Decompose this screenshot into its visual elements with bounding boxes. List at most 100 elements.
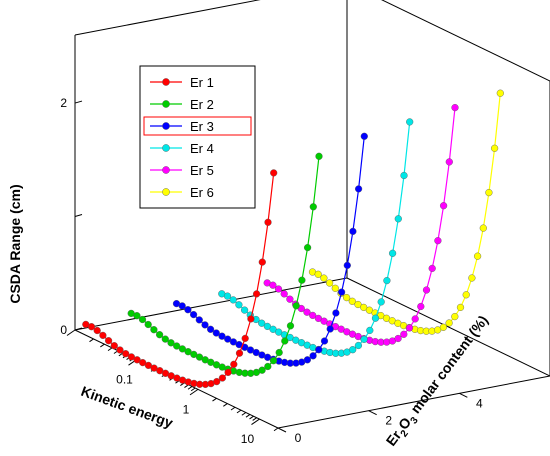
x-minor-tick <box>236 409 242 414</box>
depth-tick-label: 2 <box>385 414 392 428</box>
data-point <box>451 103 459 112</box>
data-point <box>104 337 113 345</box>
axis-frame <box>74 0 550 429</box>
x-tick-label: 0.1 <box>116 373 133 387</box>
data-point <box>195 316 203 324</box>
legend-item: Er 2 <box>150 97 214 112</box>
z-tick <box>74 327 83 331</box>
data-point <box>315 346 323 354</box>
x-minor-tick <box>187 386 193 390</box>
depth-tick <box>277 427 287 433</box>
series-layer <box>82 89 504 389</box>
data-point <box>456 303 465 312</box>
legend-marker <box>162 188 170 196</box>
data-point <box>99 331 107 340</box>
x-minor-tick <box>212 397 217 402</box>
data-point <box>377 298 385 306</box>
data-point <box>400 171 408 180</box>
legend-marker <box>162 100 170 108</box>
data-point <box>230 360 238 368</box>
series-6 <box>308 89 504 335</box>
data-point <box>127 353 135 361</box>
data-point <box>343 261 351 270</box>
data-point <box>462 291 470 299</box>
data-point <box>309 311 317 320</box>
data-point <box>286 295 294 303</box>
x-minor-tick <box>89 338 94 343</box>
data-point <box>235 301 243 309</box>
depth-tick-label: 4 <box>476 396 483 410</box>
data-point <box>332 309 340 317</box>
data-point <box>138 315 147 324</box>
data-point <box>360 132 368 140</box>
x-tick-label: 10 <box>241 432 255 446</box>
data-point <box>389 249 397 257</box>
data-point <box>434 237 442 245</box>
x-minor-tick <box>245 414 251 418</box>
data-point <box>315 152 323 160</box>
data-point <box>320 337 329 345</box>
data-point <box>122 350 130 358</box>
depth-tick <box>368 410 377 416</box>
data-point <box>235 349 244 357</box>
data-point <box>223 292 232 300</box>
data-point <box>338 288 346 296</box>
data-point <box>383 277 391 285</box>
data-point <box>275 348 283 357</box>
legend-box <box>139 65 256 209</box>
data-point <box>371 314 380 322</box>
data-point <box>178 302 186 310</box>
data-point <box>439 323 448 331</box>
data-point <box>263 322 272 331</box>
data-point <box>349 227 357 236</box>
x-axis-title: Kinetic energy <box>79 383 175 431</box>
legend-item: Er 6 <box>150 185 214 200</box>
data-point <box>314 314 323 323</box>
data-point <box>270 169 278 177</box>
data-point <box>292 302 300 310</box>
x-minor-tick <box>100 343 105 348</box>
data-point <box>343 294 351 302</box>
legend-highlight <box>143 116 252 136</box>
data-point <box>247 315 255 323</box>
data-point <box>314 270 322 278</box>
data-point <box>485 189 493 197</box>
edge-floor-left <box>74 277 348 331</box>
data-point <box>445 158 453 166</box>
edge-top-left <box>74 0 261 36</box>
x-minor-tick <box>252 417 257 421</box>
data-point <box>116 346 124 354</box>
data-point <box>428 264 436 273</box>
legend-label: Er 5 <box>190 163 214 178</box>
data-point <box>405 324 414 332</box>
legend-marker <box>162 166 170 174</box>
x-minor-tick <box>223 403 228 407</box>
z-tick-label: 0 <box>60 323 67 337</box>
data-point <box>173 342 181 350</box>
data-point <box>354 300 362 309</box>
data-point <box>167 339 175 347</box>
data-point <box>331 284 339 292</box>
data-point <box>303 356 312 364</box>
data-point <box>258 366 266 374</box>
data-point <box>286 322 295 330</box>
data-point <box>406 118 414 126</box>
data-point <box>479 224 487 232</box>
data-point <box>93 326 101 335</box>
data-point <box>445 319 453 327</box>
data-point <box>150 326 158 334</box>
legend-marker <box>162 122 170 130</box>
data-point <box>258 319 266 327</box>
data-point <box>241 306 249 314</box>
data-point <box>394 334 402 343</box>
data-point <box>218 374 227 382</box>
data-point <box>87 323 96 331</box>
data-point <box>224 335 232 343</box>
data-point <box>360 303 368 312</box>
legend-label: Er 4 <box>190 141 214 156</box>
data-point <box>298 276 306 284</box>
data-point <box>280 290 288 298</box>
data-point <box>360 335 368 343</box>
data-point <box>394 215 402 223</box>
legend-item: Er 4 <box>150 141 214 156</box>
